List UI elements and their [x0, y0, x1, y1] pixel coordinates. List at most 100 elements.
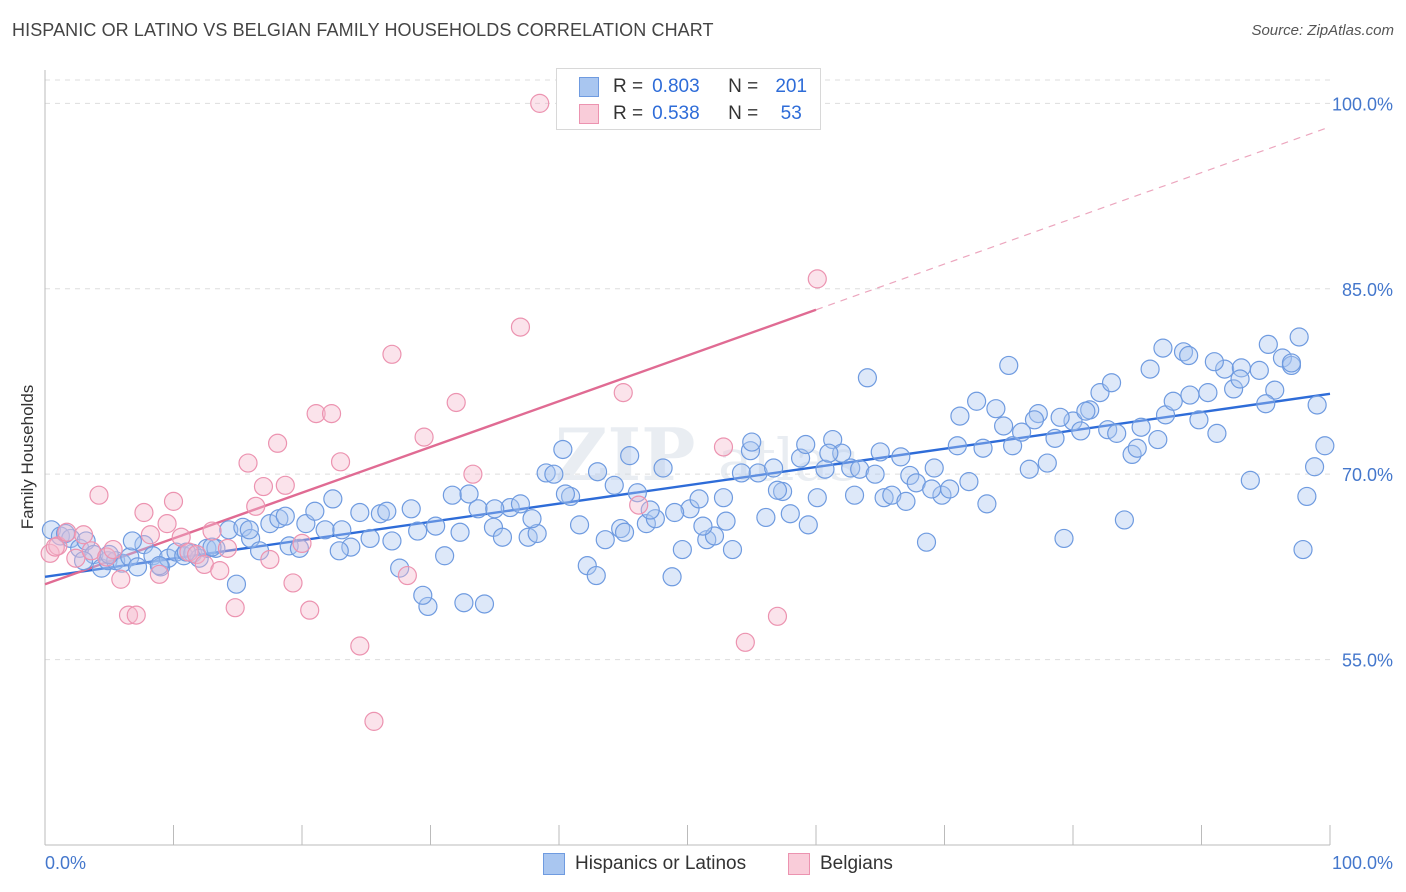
belgian-point [306, 404, 326, 424]
hispanic-point [127, 557, 148, 577]
hispanic-point [1063, 411, 1083, 431]
hispanic-point [689, 489, 709, 509]
hispanic-point [1215, 359, 1235, 379]
hispanic-point [350, 502, 370, 523]
belgian-point [238, 453, 258, 473]
hispanic-point [756, 507, 776, 528]
hispanic-point [120, 547, 140, 567]
legend-n-key: N = [728, 76, 759, 97]
belgian-point [463, 464, 483, 484]
belgian-point [350, 636, 370, 656]
hispanic-point [1122, 444, 1142, 465]
bottom-legend-label: Hispanics or Latinos [575, 853, 747, 874]
hispanic-point [1224, 379, 1244, 399]
hispanic-point [940, 479, 960, 499]
y-tick-label: 85.0% [1342, 280, 1393, 300]
hispanic-point [323, 489, 343, 509]
hispanic-point [1230, 369, 1250, 389]
hispanic-point [870, 442, 890, 462]
hispanic-point [999, 355, 1019, 376]
belgian-point [253, 476, 274, 497]
belgian-point [713, 437, 734, 457]
hispanic-point [435, 546, 455, 566]
belgian-point [735, 632, 755, 652]
belgian-point [246, 496, 266, 516]
hispanic-point [1180, 385, 1200, 405]
hispanic-point [1207, 423, 1227, 443]
hispanic-point [1307, 395, 1327, 415]
hispanic-point [544, 464, 564, 484]
hispanic-point [560, 486, 581, 507]
hispanic-point [767, 480, 788, 500]
hispanic-point [1024, 410, 1045, 430]
hispanic-point [1076, 401, 1096, 421]
hispanic-point [994, 416, 1014, 436]
hispanic-point [329, 541, 349, 561]
belgian-point [510, 317, 531, 337]
hispanic-point [527, 523, 547, 544]
belgian-point [73, 525, 94, 545]
hispanic-point [1281, 353, 1302, 373]
legend-row-hispanic: R = 0.803 N = 201 [579, 75, 812, 99]
belgian-trend-line [44, 308, 817, 586]
hispanic-point [474, 594, 495, 614]
belgian-point [149, 564, 169, 584]
hispanic-point [672, 539, 692, 560]
belgian-point [40, 543, 60, 563]
belgian-point [382, 344, 402, 364]
hispanic-point [665, 502, 685, 523]
hispanic-point [450, 522, 470, 542]
gridlines [45, 79, 1330, 661]
belgian-point [283, 573, 303, 593]
belgian-point [414, 427, 434, 447]
legend-row-belgian: R = 0.538 N = 53 [579, 102, 812, 126]
hispanic-point [468, 499, 488, 519]
hispanic-point [226, 574, 247, 594]
hispanic-point [1045, 428, 1065, 448]
belgian-point [330, 452, 351, 472]
belgian-point [210, 560, 230, 581]
hispanic-point [1101, 373, 1122, 393]
hispanic-point [522, 509, 542, 529]
hispanic-point [857, 368, 878, 388]
belgian-point [126, 605, 146, 625]
hispanic-point [315, 520, 335, 540]
hispanic-point [614, 522, 635, 542]
hispanic-point [731, 463, 752, 483]
hispanic-point [1071, 421, 1091, 441]
hispanic-point [604, 475, 624, 495]
hispanic-point [408, 521, 428, 541]
hispanic-point [202, 537, 222, 557]
y-tick-label: 100.0% [1332, 94, 1393, 114]
hispanic-point [401, 499, 421, 519]
hispanic-point [748, 463, 768, 483]
belgian-point [140, 525, 160, 545]
axes [44, 70, 1331, 846]
hispanic-point [900, 465, 920, 486]
hispanic-point [850, 459, 870, 479]
hispanic-point [239, 520, 259, 540]
hispanic-point [1003, 436, 1023, 456]
bottom-swatch-pink [788, 853, 810, 875]
hispanic-point [865, 464, 885, 484]
hispanic-point [844, 485, 865, 505]
hispanic-point [305, 501, 325, 521]
belgian-point [275, 475, 295, 495]
hispanic-point [1019, 459, 1039, 479]
belgian-point [45, 537, 65, 557]
hispanic-point [722, 539, 743, 560]
y-tick-label: 55.0% [1342, 651, 1393, 671]
hispanic-point [143, 546, 163, 566]
legend-r-value: 0.538 [652, 103, 700, 124]
bottom-swatch-blue [543, 853, 565, 875]
hispanic-point [693, 516, 713, 536]
data-points [40, 93, 1335, 731]
hispanic-point [763, 458, 784, 478]
hispanic-point [413, 585, 433, 605]
hispanic-point [418, 596, 438, 617]
hispanic-point [459, 484, 479, 504]
hispanic-point [586, 565, 606, 586]
correlation-legend: R = 0.803 N = 201 R = 0.538 N = 53 [556, 68, 821, 130]
hispanic-point [382, 531, 402, 551]
